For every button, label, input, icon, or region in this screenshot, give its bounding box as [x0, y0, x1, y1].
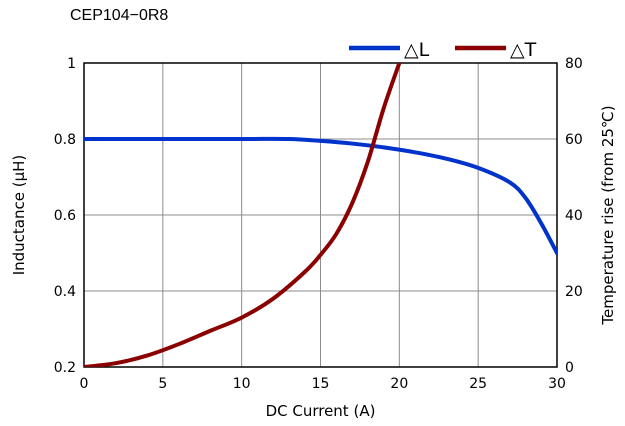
x-tick-label: 10: [233, 376, 251, 392]
plot-frame: [83, 62, 558, 368]
y-right-tick-label: 20: [565, 284, 583, 300]
x-tick-label: 30: [548, 376, 566, 392]
x-tick-label: 0: [80, 376, 89, 392]
y-left-tick-label: 0.4: [54, 284, 76, 300]
chart-title: CEP104−0R8: [70, 7, 169, 24]
y-right-tick-label: 60: [565, 132, 583, 148]
y-axis-left-label: Inductance (µH): [10, 155, 28, 276]
y-left-tick-label: 0.8: [54, 132, 76, 148]
series-layer: [84, 63, 557, 367]
y-left-tick-label: 1: [67, 56, 76, 72]
x-axis-label: DC Current (A): [266, 402, 376, 420]
y-right-tick-label: 40: [565, 208, 583, 224]
legend-label: △T: [510, 39, 537, 61]
x-tick-label: 20: [390, 376, 408, 392]
legend: △L △T: [349, 39, 537, 61]
y-axis-right-label: Temperature rise (from 25℃): [599, 105, 617, 325]
inductance-series-line: [84, 136, 557, 255]
grid: [83, 62, 558, 368]
legend-label: △L: [404, 39, 430, 61]
x-tick-label: 5: [158, 376, 167, 392]
y-left-tick-label: 0.2: [54, 360, 76, 376]
x-tick-label: 15: [312, 376, 330, 392]
temperature-series-line: [84, 63, 402, 367]
y-right-tick-label: 0: [565, 360, 574, 376]
y-right-tick-label: 80: [565, 56, 583, 72]
x-tick-label: 25: [469, 376, 487, 392]
y-left-tick-label: 0.6: [54, 208, 76, 224]
